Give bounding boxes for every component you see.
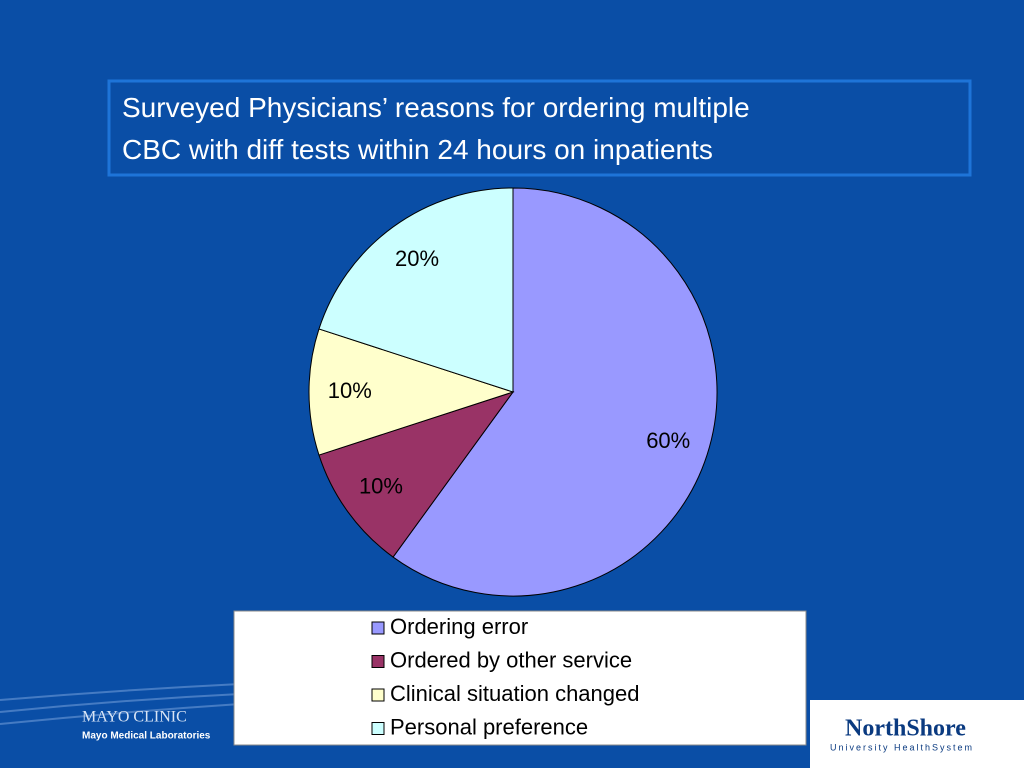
footer-waves	[0, 683, 241, 725]
data-label: 10%	[328, 378, 372, 403]
legend-swatch	[371, 621, 385, 635]
right-logo-box	[810, 700, 1024, 768]
data-label: 20%	[395, 246, 439, 271]
right-logo: NorthShore	[845, 716, 966, 742]
legend-swatch	[371, 688, 385, 702]
data-label: 10%	[359, 474, 403, 499]
right-logo-sub: University HealthSystem	[830, 742, 974, 752]
legend-label: Clinical situation changed	[390, 681, 640, 706]
pie-slice	[318, 187, 514, 393]
legend-label: Personal preference	[390, 714, 588, 739]
data-label: 60%	[646, 428, 690, 453]
left-logo: MAYO CLINIC	[82, 709, 187, 726]
pie-slice	[308, 328, 515, 456]
chart-title: Surveyed Physicians’ reasons for orderin…	[122, 92, 750, 165]
legend-box	[233, 610, 807, 746]
legend-label: Ordered by other service	[390, 647, 632, 672]
pie-slice	[318, 391, 515, 558]
title-box	[107, 79, 972, 177]
legend-label: Ordering error	[390, 614, 528, 639]
legend-swatch	[371, 655, 385, 668]
left-logo-sub: Mayo Medical Laboratories	[82, 731, 211, 742]
pie-slice	[392, 187, 718, 597]
legend-swatch	[371, 722, 385, 735]
